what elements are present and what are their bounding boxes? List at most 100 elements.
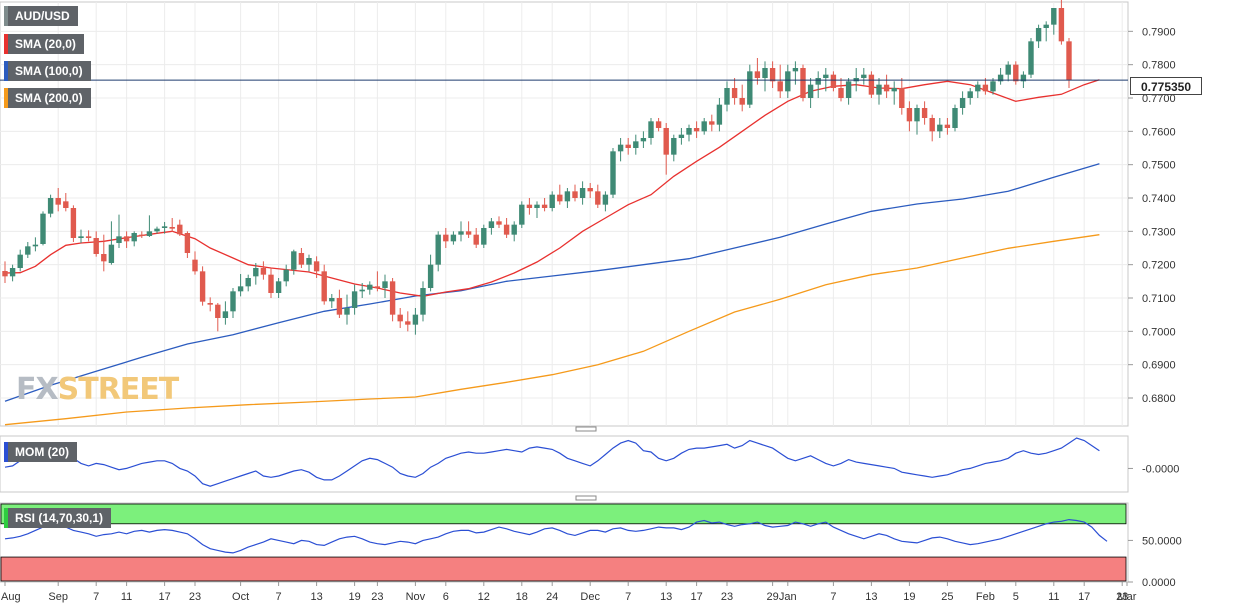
candle-body xyxy=(640,138,647,142)
x-tick-label: 23 xyxy=(189,591,201,603)
y-tick-label: 0.7800 xyxy=(1142,60,1176,72)
candle-body xyxy=(199,271,206,302)
candle-body xyxy=(1013,64,1019,82)
candle-body xyxy=(967,91,973,98)
candle-body xyxy=(769,68,776,82)
x-tick-label: Oct xyxy=(232,591,249,603)
sma-200-legend: SMA (200,0) xyxy=(4,88,91,108)
candle-body xyxy=(952,108,958,128)
candle-body xyxy=(351,291,358,308)
instrument-label: AUD/USD xyxy=(4,6,78,26)
candle-body xyxy=(678,134,685,138)
candle-body xyxy=(9,268,16,277)
candle-body xyxy=(55,198,61,205)
fxstreet-watermark: FXSTREET xyxy=(16,372,179,407)
x-tick-label: 17 xyxy=(1078,591,1090,603)
candle-body xyxy=(63,201,69,208)
x-tick-label: 13 xyxy=(310,591,322,603)
candle-body xyxy=(268,274,274,293)
candle-body xyxy=(78,236,84,238)
main-panel xyxy=(0,1,1129,427)
rsi-y-tick-label: 0.0000 xyxy=(1142,577,1176,589)
candle-body xyxy=(306,258,312,265)
candle-body xyxy=(169,227,175,229)
x-tick-label: 19 xyxy=(348,591,360,603)
mom-y-tick-label: -0.0000 xyxy=(1142,463,1179,475)
x-tick-label: Sep xyxy=(48,591,68,603)
candle-body xyxy=(405,321,411,325)
candle-body xyxy=(85,236,92,238)
candle-body xyxy=(724,88,730,105)
x-tick-label: 11 xyxy=(1048,591,1059,603)
candle-body xyxy=(883,84,890,92)
candle-body xyxy=(1051,8,1057,25)
candle-body xyxy=(754,71,761,78)
candle-body xyxy=(610,151,616,195)
candle-body xyxy=(435,234,441,265)
sma-200-line xyxy=(4,234,1100,426)
candle-body xyxy=(298,253,305,265)
candle-body xyxy=(177,224,183,235)
y-tick-label: 0.6800 xyxy=(1142,393,1176,405)
candle-body xyxy=(443,234,449,242)
y-tick-label: 0.7500 xyxy=(1142,160,1176,172)
candle-body xyxy=(1020,74,1027,82)
mom-line xyxy=(4,437,1100,487)
candle-body xyxy=(823,74,829,78)
candle-body xyxy=(891,88,897,92)
x-tick-label: Feb xyxy=(976,591,995,603)
candle-body xyxy=(283,269,289,282)
mom-indicator-label: MOM (20) xyxy=(4,442,77,462)
candle-body xyxy=(830,74,837,88)
sma-20-legend: SMA (20,0) xyxy=(4,34,84,54)
x-tick-label: 5 xyxy=(1013,591,1019,603)
x-tick-label: 7 xyxy=(276,591,282,603)
candle-body xyxy=(526,204,533,208)
candle-body xyxy=(496,221,502,225)
candle-body xyxy=(116,236,122,243)
candle-body xyxy=(602,194,609,205)
candle-body xyxy=(321,271,327,302)
candle-body xyxy=(655,121,662,128)
x-tick-label: Nov xyxy=(406,591,426,603)
y-tick-label: 0.7200 xyxy=(1142,260,1176,272)
x-tick-label: 29 xyxy=(766,591,778,603)
candle-body xyxy=(564,191,571,202)
candle-body xyxy=(154,228,160,232)
candle-body xyxy=(503,224,510,235)
candle-body xyxy=(800,68,806,98)
candle-body xyxy=(997,74,1004,82)
x-tick-label: 7 xyxy=(625,591,631,603)
candle-body xyxy=(937,124,943,132)
sma-100-swatch xyxy=(4,61,8,81)
candle-body xyxy=(876,84,882,95)
candle-body xyxy=(473,234,479,245)
candle-body xyxy=(906,108,913,122)
sma-100-line xyxy=(4,163,1100,402)
candle-body xyxy=(838,88,844,98)
candle-body xyxy=(959,98,966,108)
x-tick-label: 24 xyxy=(546,591,558,603)
candle-body xyxy=(291,251,297,270)
candle-body xyxy=(921,108,928,118)
candle-body xyxy=(944,124,951,128)
candle-body xyxy=(367,284,373,290)
candle-body xyxy=(488,221,495,228)
candle-body xyxy=(815,78,821,85)
candle-body xyxy=(359,289,365,292)
candle-body xyxy=(139,234,145,236)
y-tick-label: 0.7700 xyxy=(1142,93,1176,105)
candle-body xyxy=(17,254,23,268)
rsi-y-tick-label: 50.0000 xyxy=(1142,535,1182,547)
candle-body xyxy=(374,286,381,288)
sma-200-swatch xyxy=(4,88,8,108)
candle-body xyxy=(32,244,39,247)
candle-body xyxy=(914,108,920,122)
candle-body xyxy=(101,254,107,262)
x-tick-label: 7 xyxy=(830,591,836,603)
candle-body xyxy=(617,144,624,152)
candle-body xyxy=(230,291,236,312)
candle-body xyxy=(686,128,692,135)
x-tick-label: 17 xyxy=(690,591,702,603)
